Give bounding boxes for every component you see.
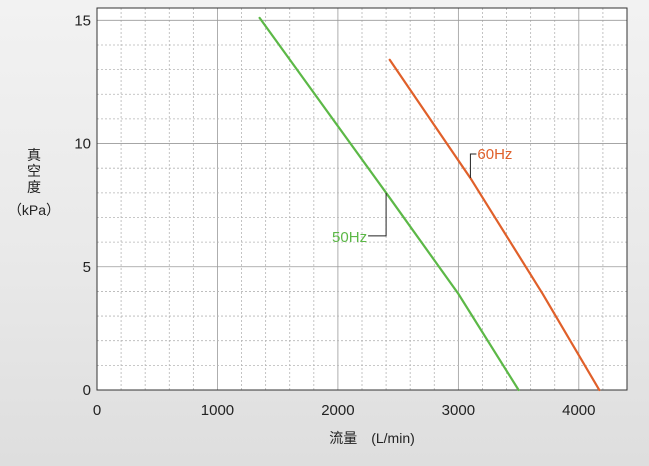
y-tick-label: 5 — [83, 259, 91, 276]
plot-area — [97, 8, 627, 390]
plot-frame — [96, 7, 628, 391]
series-line-50hz — [258, 16, 520, 392]
y-tick-label: 0 — [83, 382, 91, 399]
x-tick-label: 3000 — [442, 402, 475, 419]
y-axis-title: 真 空 度 （kPa） — [8, 147, 60, 218]
x-tick-label: 1000 — [201, 402, 234, 419]
axes — [96, 7, 628, 391]
plot-background — [97, 8, 627, 390]
y-axis-title-char-2: 空 — [27, 163, 41, 179]
x-tick-label: 0 — [93, 402, 101, 419]
series-callout-60hz — [469, 153, 477, 179]
x-tick-label: 4000 — [562, 402, 595, 419]
y-tick-label: 15 — [74, 12, 91, 29]
series-label-60hz: 60Hz — [477, 146, 512, 163]
x-axis-title: 流量 (L/min) — [329, 430, 415, 446]
y-tick-label: 10 — [74, 136, 91, 153]
series-callout-50hz — [368, 192, 387, 237]
series-label-50hz: 50Hz — [332, 229, 367, 246]
x-tick-label: 2000 — [321, 402, 354, 419]
y-axis-unit: （kPa） — [8, 202, 60, 218]
y-axis-title-char-1: 真 — [27, 147, 41, 163]
tick-labels: 0 1000 2000 3000 4000 0 5 10 15 — [74, 12, 595, 419]
grid — [97, 8, 627, 390]
series-line-60hz — [388, 58, 601, 392]
series-layer: 50Hz 60Hz — [258, 16, 601, 392]
y-axis-title-char-3: 度 — [27, 179, 41, 195]
